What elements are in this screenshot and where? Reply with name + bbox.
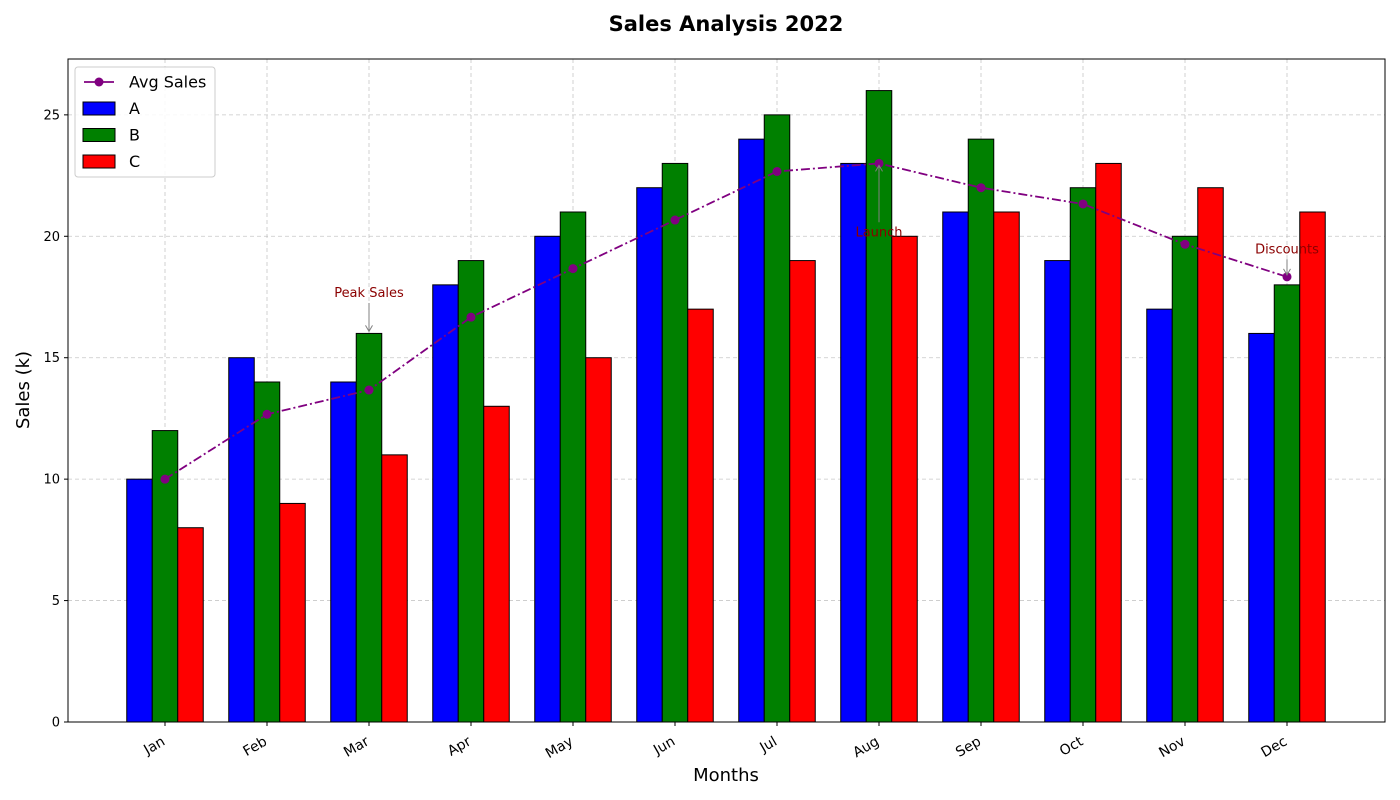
annotation-text: Peak Sales — [334, 286, 404, 301]
bar-a-apr — [432, 284, 459, 723]
bar-c-may — [585, 357, 612, 723]
legend-label-b: B — [129, 126, 140, 145]
bar-a-mar — [330, 381, 357, 723]
bar-b-jan — [151, 430, 179, 723]
bar-b-mar — [355, 332, 383, 723]
x-tick-label-jun: Jun — [650, 734, 678, 759]
bar-c-apr — [483, 405, 510, 723]
bar-b-nov — [1171, 235, 1199, 723]
legend-swatch-a — [82, 101, 116, 116]
y-tick-label: 0 — [52, 716, 60, 731]
bar-a-jul — [738, 138, 765, 723]
avg-sales-point-jun — [670, 215, 680, 225]
legend-marker-avg-sales — [94, 77, 104, 87]
x-axis: Jan Feb Mar Apr May Jun Jul Aug Sep Oct Nov Dec — [140, 722, 1290, 762]
x-axis-title: Months — [693, 765, 759, 786]
chart-title: Sales Analysis 2022 — [609, 12, 844, 36]
y-axis-title: Sales (k) — [13, 351, 34, 429]
avg-sales-point-feb — [262, 409, 272, 419]
avg-sales-point-oct — [1078, 199, 1088, 209]
x-tick-label-sep: Sep — [953, 734, 984, 761]
bar-c-jan — [177, 527, 204, 723]
legend-swatch-c — [82, 154, 116, 169]
legend-label-a: A — [129, 99, 140, 118]
avg-sales-point-may — [568, 264, 578, 274]
bar-b-may — [559, 211, 587, 723]
annotation-arrowhead — [1283, 268, 1291, 276]
x-tick-label-jul: Jul — [756, 734, 780, 757]
bar-b-dec — [1273, 284, 1301, 723]
y-tick-label: 25 — [43, 108, 60, 123]
bar-a-jun — [636, 187, 663, 723]
plot-frame — [67, 58, 1386, 723]
annotation-text: Launch — [855, 225, 902, 240]
annotation-arrowhead — [365, 325, 373, 333]
legend-box — [74, 66, 216, 178]
y-tick-label: 20 — [43, 230, 60, 245]
bar-b-jul — [763, 114, 791, 723]
legend-label-avg-sales: Avg Sales — [129, 73, 206, 92]
y-tick-label: 10 — [43, 473, 60, 488]
x-tick-label-apr: Apr — [445, 733, 474, 759]
bar-c-aug — [891, 235, 918, 723]
bar-c-sep — [993, 211, 1020, 723]
bar-a-feb — [228, 357, 255, 723]
bar-a-may — [534, 235, 561, 723]
bar-b-sep — [967, 138, 995, 723]
y-axis: 0 5 10 15 20 25 — [43, 108, 68, 731]
avg-sales-point-mar — [364, 385, 374, 395]
bar-c-mar — [381, 454, 408, 723]
avg-sales-point-aug — [874, 158, 884, 168]
y-tick-label: 15 — [43, 351, 60, 366]
x-tick-label-jan: Jan — [140, 734, 168, 759]
annotation-text: Discounts — [1255, 242, 1319, 257]
bar-a-dec — [1248, 332, 1275, 723]
avg-sales-polyline — [164, 162, 1288, 480]
bar-b-apr — [457, 260, 485, 723]
annotation-arrowhead — [875, 164, 883, 172]
avg-sales-line — [160, 158, 1292, 484]
x-tick-label-aug: Aug — [850, 734, 882, 762]
bar-a-sep — [942, 211, 969, 723]
avg-sales-point-jan — [160, 474, 170, 484]
bar-b-oct — [1069, 187, 1097, 723]
avg-sales-point-nov — [1180, 239, 1190, 249]
bar-a-nov — [1146, 308, 1173, 723]
legend-swatch-b — [82, 128, 116, 142]
bar-a-oct — [1044, 260, 1071, 723]
bar-b-feb — [253, 381, 281, 723]
bar-c-feb — [279, 502, 306, 723]
avg-sales-point-apr — [466, 312, 476, 322]
bar-b-jun — [661, 162, 689, 723]
avg-sales-point-dec — [1282, 272, 1292, 282]
bar-c-jun — [687, 308, 714, 723]
bar-a-jan — [126, 478, 153, 723]
bar-c-jul — [789, 260, 816, 723]
legend-label-c: C — [129, 152, 140, 171]
bar-a-aug — [840, 162, 867, 723]
legend: Avg Sales ABC — [74, 66, 216, 178]
x-tick-label-may: May — [543, 734, 576, 762]
avg-sales-point-sep — [976, 183, 986, 193]
x-tick-label-mar: Mar — [341, 733, 372, 760]
x-tick-label-nov: Nov — [1156, 734, 1188, 762]
annotations: Peak Sales Launch Discounts — [334, 164, 1319, 333]
avg-sales-point-jul — [772, 166, 782, 176]
bar-c-oct — [1095, 162, 1122, 723]
x-tick-label-oct: Oct — [1057, 733, 1086, 759]
x-tick-label-dec: Dec — [1259, 734, 1290, 761]
bars — [126, 90, 1326, 723]
bar-c-nov — [1197, 187, 1224, 723]
x-tick-label-feb: Feb — [241, 734, 271, 760]
bar-c-dec — [1299, 211, 1326, 723]
y-tick-label: 5 — [52, 594, 60, 609]
